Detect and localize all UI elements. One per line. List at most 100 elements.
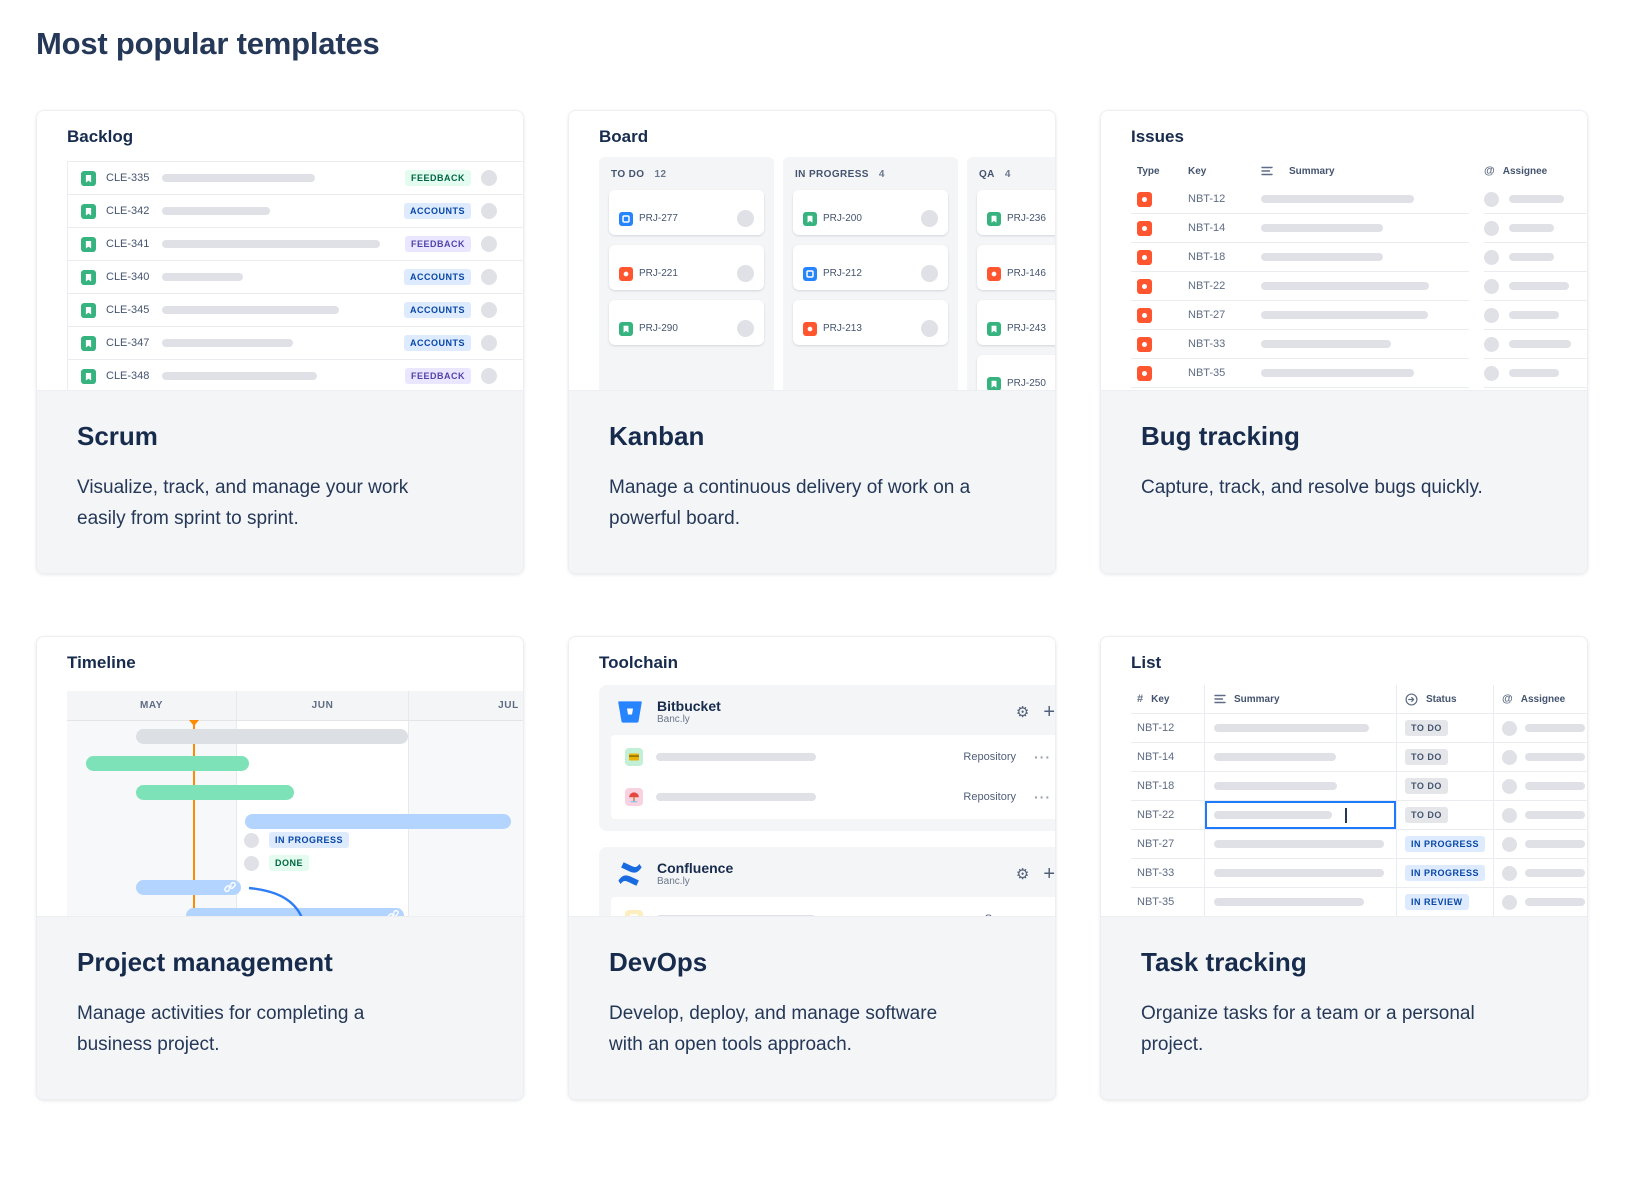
story-icon	[81, 335, 96, 351]
board-card: PRJ-212	[793, 245, 948, 290]
avatar	[1484, 249, 1499, 265]
issue-key: NBT-18	[1188, 251, 1226, 263]
summary-cell	[1204, 772, 1396, 801]
board-card: PRJ-243	[977, 300, 1055, 345]
month-label: JUN	[236, 691, 408, 720]
issue-key: NBT-27	[1188, 309, 1226, 321]
placeholder-bar	[1525, 782, 1585, 790]
label-badge: ACCOUNTS	[404, 302, 471, 318]
placeholder-bar	[1509, 311, 1559, 319]
more-icon: ···	[1034, 749, 1051, 765]
column-header-summary: Summary	[1234, 693, 1280, 705]
column-name: QA	[979, 169, 995, 180]
placeholder-bar	[1214, 753, 1336, 761]
toolchain-preview-body: Bitbucket Banc.ly ⚙ + Repository ··· Repositor…	[569, 637, 1055, 916]
summary-cell-editing[interactable]	[1204, 801, 1396, 830]
issue-key: NBT-35	[1188, 367, 1226, 379]
board-card: PRJ-250	[977, 355, 1055, 390]
column-header-key: Key	[1188, 165, 1207, 177]
label-badge: ACCOUNTS	[404, 269, 471, 285]
card-footer: Task tracking Organize tasks for a team …	[1101, 916, 1587, 1099]
list-row: NBT-14 TO DO	[1131, 743, 1587, 772]
template-card-project-management[interactable]: Timeline MAY JUN JUL IN PROGRESS DONE Projec…	[36, 636, 524, 1100]
board-columns: TO DO 12 PRJ-277 PRJ-221 PRJ-290 IN PROGRESS 4…	[599, 157, 1055, 390]
issue-row: NBT-35	[1131, 359, 1587, 388]
placeholder-bar	[162, 273, 243, 281]
bug-icon	[1137, 249, 1152, 265]
label-badge: ACCOUNTS	[404, 335, 471, 351]
avatar	[481, 302, 497, 318]
placeholder-bar	[162, 306, 339, 314]
confluence-logo	[615, 859, 645, 889]
status-badge: IN PROGRESS	[1405, 836, 1486, 852]
issue-key: NBT-18	[1137, 780, 1175, 792]
template-description: Manage activities for completing a busin…	[77, 1003, 365, 1055]
assignee-icon: @	[1502, 693, 1513, 705]
issue-key: CLE-335	[106, 172, 150, 184]
issue-key: NBT-33	[1137, 867, 1175, 879]
issue-key: NBT-14	[1137, 751, 1175, 763]
placeholder-bar	[1214, 898, 1364, 906]
template-card-kanban[interactable]: Board TO DO 12 PRJ-277 PRJ-221 PRJ-290 IN PRO…	[568, 110, 1056, 574]
tool-rows: Space ···	[611, 897, 1055, 916]
more-icon: ···	[1034, 789, 1051, 805]
template-description: Visualize, track, and manage your work e…	[77, 477, 409, 529]
list-row: NBT-18 TO DO	[1131, 772, 1587, 801]
bug-icon	[619, 266, 633, 281]
template-description: Capture, track, and resolve bugs quickly…	[1141, 477, 1483, 498]
list-row: NBT-35 IN REVIEW	[1131, 888, 1587, 916]
card-footer: Bug tracking Capture, track, and resolve…	[1101, 390, 1587, 573]
issue-row: NBT-22	[1131, 272, 1587, 301]
column-name: TO DO	[611, 169, 645, 180]
board-card-footer: PRJ-146	[987, 265, 1055, 282]
template-name: DevOps	[609, 947, 708, 977]
issue-row: NBT-18	[1131, 243, 1587, 272]
tool-org: Banc.ly	[657, 876, 690, 887]
issue-key: PRJ-290	[639, 323, 678, 334]
template-card-task-tracking[interactable]: List # Key Summary Status @ Assignee NBT-12 TO …	[1100, 636, 1588, 1100]
placeholder-bar	[162, 240, 380, 248]
placeholder-bar	[1214, 869, 1384, 877]
board-card-footer: PRJ-290	[619, 320, 754, 337]
avatar	[737, 320, 754, 337]
placeholder-bar	[1214, 724, 1369, 732]
month-header: MAY JUN JUL	[67, 691, 523, 721]
issue-key: NBT-12	[1188, 193, 1226, 205]
backlog-row: CLE-348 FEEDBACK	[68, 360, 523, 390]
avatar	[1484, 220, 1499, 236]
issue-key: NBT-12	[1137, 722, 1175, 734]
bug-icon	[987, 266, 1001, 281]
template-card-bug-tracking[interactable]: Issues Type Key Summary @ Assignee NBT-12 NBT-…	[1100, 110, 1588, 574]
issue-key: PRJ-221	[639, 268, 678, 279]
placeholder-bar	[1214, 840, 1384, 848]
template-description: Develop, deploy, and manage software wit…	[609, 1003, 938, 1055]
column-header: IN PROGRESS 4	[793, 169, 948, 180]
issue-key: NBT-22	[1137, 809, 1175, 821]
plus-icon: +	[1043, 862, 1055, 885]
placeholder-bar	[162, 207, 270, 215]
list-header: # Key Summary Status @ Assignee	[1131, 685, 1587, 714]
template-name: Bug tracking	[1141, 421, 1300, 451]
placeholder-bar	[656, 753, 816, 761]
template-name: Scrum	[77, 421, 158, 451]
issue-key: PRJ-212	[823, 268, 862, 279]
avatar	[921, 320, 938, 337]
assignee-icon: @	[1484, 165, 1495, 177]
issue-key: PRJ-243	[1007, 323, 1046, 334]
story-icon	[987, 211, 1001, 226]
issue-key: CLE-348	[106, 370, 150, 382]
backlog-preview-body: CLE-335 FEEDBACK CLE-342 ACCOUNTS CLE-341 FEE…	[37, 111, 523, 390]
template-card-devops[interactable]: Toolchain Bitbucket Banc.ly ⚙ + Repository ··…	[568, 636, 1056, 1100]
list-row: NBT-27 IN PROGRESS	[1131, 830, 1587, 859]
gantt-bar	[186, 908, 404, 916]
scrum-preview: Backlog CLE-335 FEEDBACK CLE-342 ACCOUNTS CL…	[37, 111, 523, 390]
board-card-footer: PRJ-277	[619, 210, 754, 227]
template-card-scrum[interactable]: Backlog CLE-335 FEEDBACK CLE-342 ACCOUNTS CL…	[36, 110, 524, 574]
tool-row: Repository ···	[611, 737, 1055, 777]
summary-cell	[1204, 743, 1396, 772]
story-icon	[81, 236, 96, 252]
issue-key: CLE-342	[106, 205, 150, 217]
tool-org: Banc.ly	[657, 714, 690, 725]
toolchain-panels: Bitbucket Banc.ly ⚙ + Repository ··· Repositor…	[599, 685, 1055, 916]
backlog-row: CLE-340 ACCOUNTS	[68, 261, 523, 294]
